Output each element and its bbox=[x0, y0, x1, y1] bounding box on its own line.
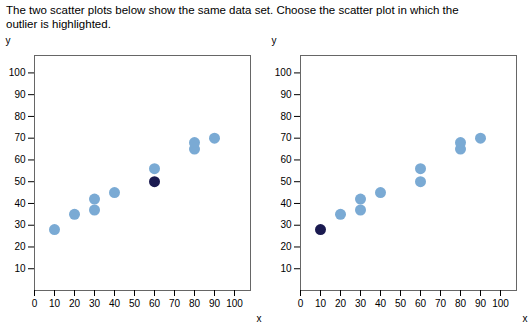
svg-text:50: 50 bbox=[395, 298, 407, 309]
svg-text:x: x bbox=[257, 313, 262, 324]
svg-text:40: 40 bbox=[14, 198, 26, 209]
svg-text:100: 100 bbox=[275, 67, 292, 78]
svg-text:40: 40 bbox=[109, 298, 121, 309]
svg-text:80: 80 bbox=[189, 298, 201, 309]
svg-text:80: 80 bbox=[455, 298, 467, 309]
svg-text:30: 30 bbox=[355, 298, 367, 309]
svg-text:100: 100 bbox=[492, 298, 509, 309]
html-text:The two scatter plots below sh: The two scatter plots below show the sam… bbox=[6, 4, 459, 16]
svg-text:60: 60 bbox=[415, 298, 427, 309]
svg-text:100: 100 bbox=[9, 67, 26, 78]
svg-text:50: 50 bbox=[14, 176, 26, 187]
svg-text:80: 80 bbox=[280, 111, 292, 122]
svg-text:70: 70 bbox=[169, 298, 181, 309]
svg-text:10: 10 bbox=[14, 263, 26, 274]
svg-text:90: 90 bbox=[280, 89, 292, 100]
svg-text:70: 70 bbox=[435, 298, 447, 309]
svg-text:0: 0 bbox=[298, 298, 304, 309]
svg-text:20: 20 bbox=[280, 241, 292, 252]
svg-text:10: 10 bbox=[49, 298, 61, 309]
svg-text:30: 30 bbox=[89, 298, 101, 309]
svg-text:70: 70 bbox=[14, 132, 26, 143]
svg-text:50: 50 bbox=[129, 298, 141, 309]
svg-text:x: x bbox=[523, 313, 528, 324]
html-text:outlier is highlighted.: outlier is highlighted. bbox=[6, 18, 111, 30]
svg-text:y: y bbox=[6, 35, 11, 46]
svg-text:20: 20 bbox=[69, 298, 81, 309]
svg-text:0: 0 bbox=[32, 298, 38, 309]
svg-text:10: 10 bbox=[280, 263, 292, 274]
svg-text:20: 20 bbox=[335, 298, 347, 309]
svg-text:80: 80 bbox=[14, 111, 26, 122]
svg-text:50: 50 bbox=[280, 176, 292, 187]
svg-text:60: 60 bbox=[280, 154, 292, 165]
svg-text:y: y bbox=[272, 35, 277, 46]
svg-text:30: 30 bbox=[280, 219, 292, 230]
svg-text:90: 90 bbox=[475, 298, 487, 309]
svg-text:20: 20 bbox=[14, 241, 26, 252]
svg-text:40: 40 bbox=[280, 198, 292, 209]
svg-text:90: 90 bbox=[14, 89, 26, 100]
svg-text:100: 100 bbox=[226, 298, 243, 309]
svg-text:70: 70 bbox=[280, 132, 292, 143]
svg-text:60: 60 bbox=[149, 298, 161, 309]
svg-text:40: 40 bbox=[375, 298, 387, 309]
svg-text:60: 60 bbox=[14, 154, 26, 165]
svg-text:10: 10 bbox=[315, 298, 327, 309]
svg-text:90: 90 bbox=[209, 298, 221, 309]
svg-text:30: 30 bbox=[14, 219, 26, 230]
